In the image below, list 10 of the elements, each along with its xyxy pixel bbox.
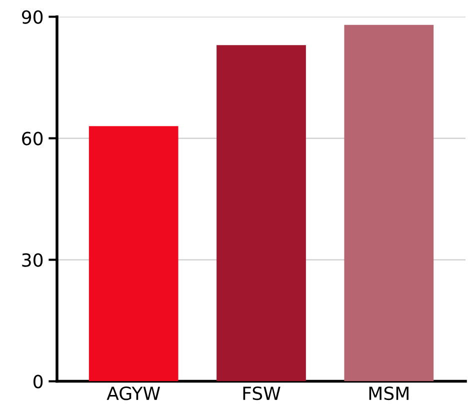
x-tick-label: MSM [369, 386, 408, 400]
x-tick-label: FSW [243, 386, 280, 400]
y-tick-label: 90 [22, 10, 43, 24]
y-tick-label: 0 [34, 374, 43, 388]
y-tick-label: 60 [22, 132, 43, 146]
y-tick-label: 30 [22, 253, 43, 267]
x-tick-label: AGYW [106, 386, 160, 400]
bar [344, 24, 434, 382]
bar [88, 126, 178, 382]
bar [216, 45, 306, 382]
